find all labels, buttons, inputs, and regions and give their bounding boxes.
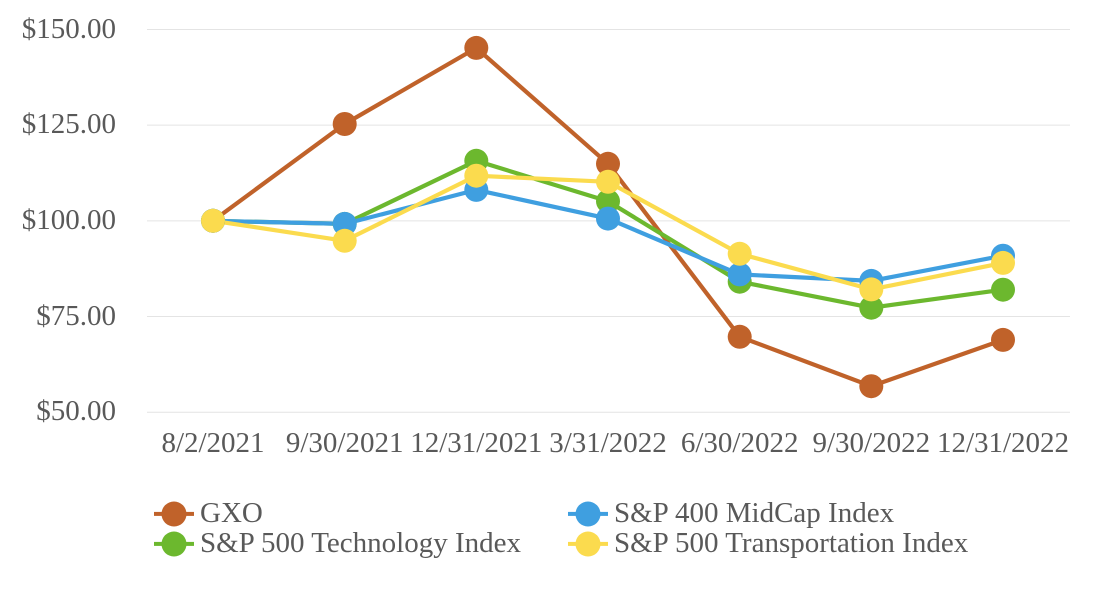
svg-text:8/2/2021: 8/2/2021 [161, 427, 264, 459]
svg-text:$75.00: $75.00 [36, 300, 116, 332]
svg-text:12/31/2022: 12/31/2022 [937, 427, 1069, 459]
svg-text:3/31/2022: 3/31/2022 [549, 427, 667, 459]
svg-text:6/30/2022: 6/30/2022 [681, 427, 799, 459]
svg-text:9/30/2021: 9/30/2021 [286, 427, 404, 459]
svg-text:$50.00: $50.00 [36, 395, 116, 427]
svg-text:9/30/2022: 9/30/2022 [812, 427, 930, 459]
svg-text:12/31/2021: 12/31/2021 [410, 427, 542, 459]
svg-text:$150.00: $150.00 [22, 13, 116, 45]
svg-text:$100.00: $100.00 [22, 204, 116, 236]
svg-text:$125.00: $125.00 [22, 108, 116, 140]
